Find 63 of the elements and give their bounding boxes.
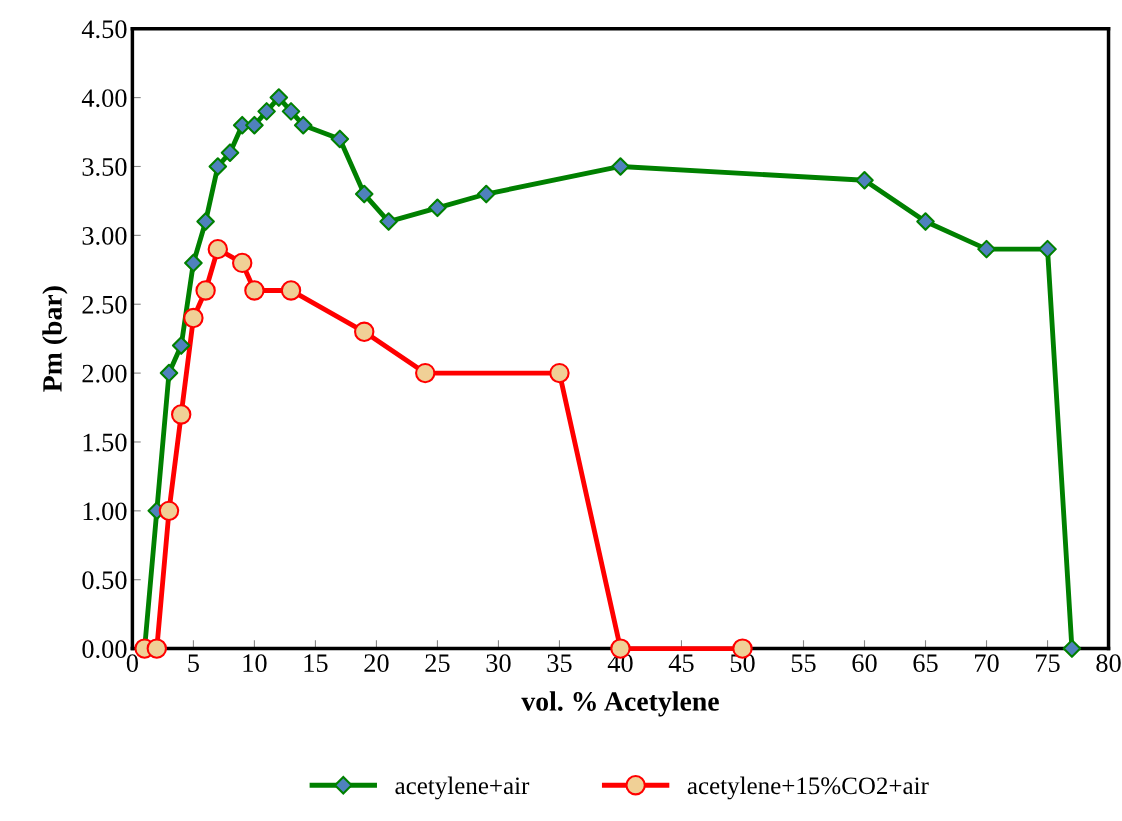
y-tick-label: 4.50 <box>81 20 127 39</box>
x-tick-label: 5 <box>188 654 199 673</box>
y-tick-label: 0.50 <box>82 571 127 590</box>
point <box>146 638 168 659</box>
x-tick-label: 75 <box>1036 654 1060 673</box>
point <box>916 212 935 231</box>
point <box>293 115 313 135</box>
point <box>196 212 215 231</box>
point <box>280 280 302 301</box>
x-axis-title: vol. % Acetylene <box>521 691 719 717</box>
x-tick-label: 45 <box>668 654 694 673</box>
point <box>428 198 447 218</box>
x-tick-label: 20 <box>364 654 389 673</box>
y-axis-title: Pm (bar) <box>42 286 68 392</box>
x-tick-label: 70 <box>975 654 999 673</box>
point <box>415 362 436 384</box>
point <box>159 363 179 383</box>
legend-label: acetylene+15%CO2+air <box>687 776 929 800</box>
y-tick-label: 2.00 <box>82 364 127 383</box>
point <box>257 102 276 121</box>
y-tick-label: 1.00 <box>83 502 127 521</box>
y-tick-label: 2.50 <box>82 295 127 314</box>
point <box>476 184 496 204</box>
point <box>232 252 253 274</box>
x-tick-label: 10 <box>243 654 267 673</box>
point <box>855 170 874 190</box>
point <box>207 238 229 260</box>
point <box>354 321 375 342</box>
point <box>977 239 996 259</box>
point <box>1038 239 1057 259</box>
point <box>245 115 264 135</box>
x-tick-label: 25 <box>425 654 450 673</box>
point <box>184 253 203 273</box>
point <box>183 307 204 329</box>
y-tick-label: 4.00 <box>81 89 127 108</box>
point <box>171 404 192 425</box>
x-tick-label: 35 <box>547 654 572 673</box>
point <box>269 88 289 107</box>
point <box>158 500 180 522</box>
x-tick-label: 65 <box>913 654 938 673</box>
point <box>220 143 240 162</box>
point <box>208 157 228 176</box>
legend-label: acetylene+air <box>395 776 530 800</box>
x-tick-label: 15 <box>304 654 328 673</box>
point <box>244 280 265 301</box>
x-tick-label: 55 <box>791 654 816 673</box>
point <box>611 157 630 176</box>
y-tick-label: 3.00 <box>82 226 127 245</box>
point <box>379 212 398 231</box>
x-tick-label: 30 <box>486 654 511 673</box>
x-tick-label: 60 <box>852 654 877 673</box>
point <box>330 129 350 149</box>
y-tick-label: 3.50 <box>82 158 127 177</box>
y-tick-label: 0.00 <box>82 640 127 659</box>
point <box>549 362 570 384</box>
point <box>195 280 216 301</box>
x-tick-label: 80 <box>1096 654 1121 673</box>
point <box>354 184 374 204</box>
x-tick-label: 0 <box>126 654 138 673</box>
y-tick-label: 1.50 <box>83 433 127 452</box>
point <box>171 336 191 355</box>
point <box>1062 639 1082 658</box>
point <box>281 102 301 121</box>
